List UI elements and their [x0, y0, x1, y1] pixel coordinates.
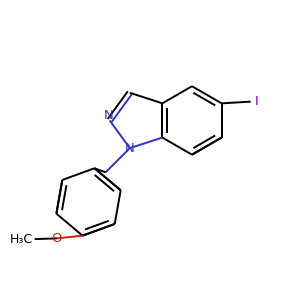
- Text: N: N: [125, 142, 135, 154]
- Text: O: O: [52, 232, 62, 245]
- Text: I: I: [254, 95, 258, 108]
- Text: H₃C: H₃C: [10, 232, 33, 246]
- Text: N: N: [103, 109, 113, 122]
